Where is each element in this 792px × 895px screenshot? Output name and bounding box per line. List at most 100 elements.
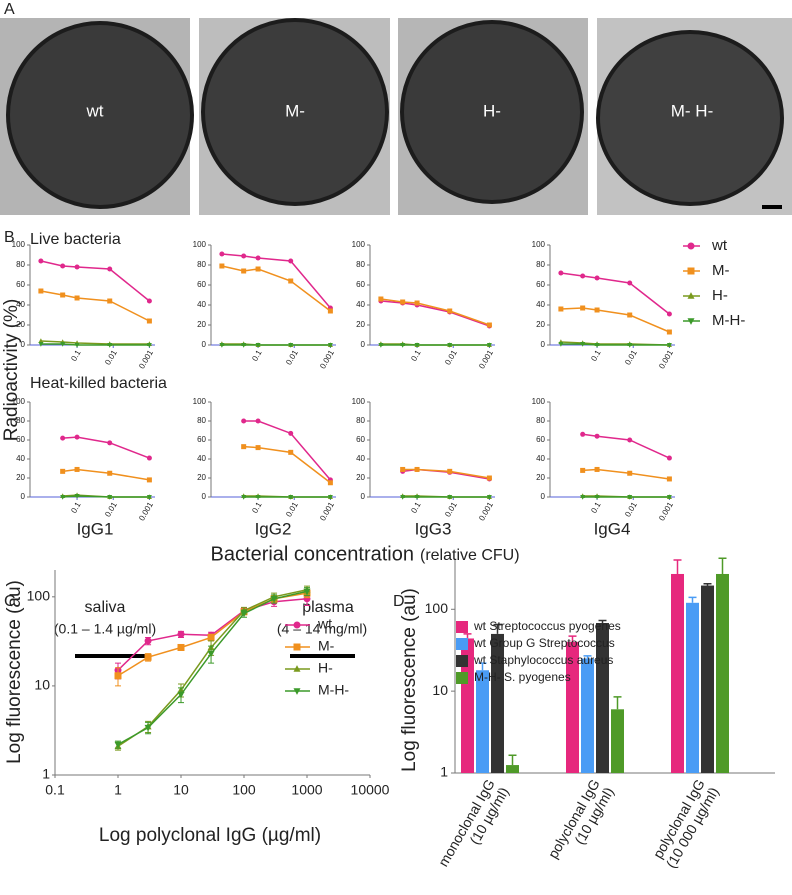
x-tick-label: 0.1 [409, 500, 423, 515]
marker [219, 251, 225, 257]
y-tick-label: 100 [27, 588, 51, 604]
marker [327, 495, 333, 500]
y-tick-label: 100 [352, 240, 366, 249]
series-line [582, 468, 670, 480]
marker [38, 288, 44, 294]
y-tick-label: 100 [12, 240, 26, 249]
marker [288, 343, 294, 348]
marker [288, 449, 294, 455]
bar [581, 658, 594, 773]
row-title: Live bacteria [30, 231, 121, 248]
legend-label: wt Group G Streptococcus [473, 636, 615, 650]
error-bar [598, 619, 607, 623]
marker [207, 650, 215, 658]
y-tick-label: 80 [197, 260, 206, 269]
marker [255, 266, 261, 272]
marker [255, 343, 261, 348]
micrograph-label: M- [285, 101, 305, 120]
x-tick-label: 0.1 [250, 500, 264, 515]
y-tick-label: 100 [193, 397, 207, 406]
marker [144, 653, 152, 661]
series-line [582, 433, 670, 459]
marker [580, 431, 586, 437]
y-tick-label: 100 [532, 397, 546, 406]
marker [74, 466, 80, 472]
y-tick-label: 40 [536, 300, 545, 309]
error-bar [688, 596, 697, 603]
series-line [560, 307, 670, 333]
marker [594, 275, 600, 281]
y-tick-label: 20 [536, 473, 545, 482]
marker [687, 292, 695, 299]
series-line [40, 290, 150, 322]
marker [627, 470, 633, 476]
marker [146, 477, 152, 483]
marker [666, 495, 672, 500]
y-tick-label: 20 [197, 473, 206, 482]
error-bar [493, 623, 502, 634]
marker [414, 495, 420, 500]
x-tick-label: 0.001 [657, 500, 675, 522]
y-tick-label: 100 [352, 397, 366, 406]
marker [558, 270, 564, 276]
marker [240, 610, 248, 618]
series-line [243, 420, 331, 481]
y-tick-label: 80 [16, 416, 25, 425]
scale-bar [762, 205, 782, 209]
x-tick-label: 0.01 [103, 348, 119, 366]
marker [303, 595, 311, 603]
x-tick-label: 0.01 [284, 500, 300, 518]
x-tick-label: 0.001 [318, 348, 336, 370]
marker [293, 688, 301, 695]
y-tick-label: 60 [356, 280, 365, 289]
y-tick-label: 80 [536, 416, 545, 425]
marker [146, 318, 152, 324]
bar [686, 602, 699, 773]
marker [241, 418, 247, 424]
annotation: saliva [85, 599, 126, 616]
marker [74, 264, 80, 270]
marker [60, 435, 66, 441]
y-tick-label: 1 [440, 764, 448, 780]
bar [476, 670, 489, 773]
series-line [402, 468, 490, 479]
marker [241, 253, 247, 259]
error-bar [673, 559, 682, 574]
marker [146, 298, 152, 304]
marker [666, 311, 672, 317]
series-line [40, 260, 150, 302]
y-tick-label: 100 [193, 240, 207, 249]
y-tick-label: 100 [532, 240, 546, 249]
marker [666, 343, 672, 348]
marker [146, 495, 152, 500]
marker [400, 495, 406, 500]
bar [716, 573, 729, 773]
marker [627, 343, 633, 348]
marker [627, 280, 633, 286]
marker [107, 298, 113, 304]
marker [447, 468, 453, 474]
marker [270, 596, 278, 603]
legend-label: H- [712, 287, 728, 304]
marker [486, 343, 492, 348]
marker [327, 480, 333, 486]
marker [38, 258, 44, 264]
legend-label: wt Staphylococcus aureus [473, 653, 613, 667]
marker [293, 621, 301, 629]
marker [666, 455, 672, 461]
column-label: IgG3 [415, 519, 452, 538]
marker [255, 255, 261, 261]
x-tick-label: 0.01 [443, 500, 459, 518]
error-bar [508, 754, 517, 766]
marker [378, 296, 384, 302]
marker [447, 308, 453, 314]
y-tick-label: 60 [16, 435, 25, 444]
panel-label: A [4, 1, 15, 18]
marker [241, 495, 247, 500]
marker [327, 343, 333, 348]
marker [146, 343, 152, 348]
x-tick-label: 10 [173, 782, 189, 798]
marker [580, 273, 586, 279]
marker [146, 455, 152, 461]
y-tick-label: 40 [356, 454, 365, 463]
